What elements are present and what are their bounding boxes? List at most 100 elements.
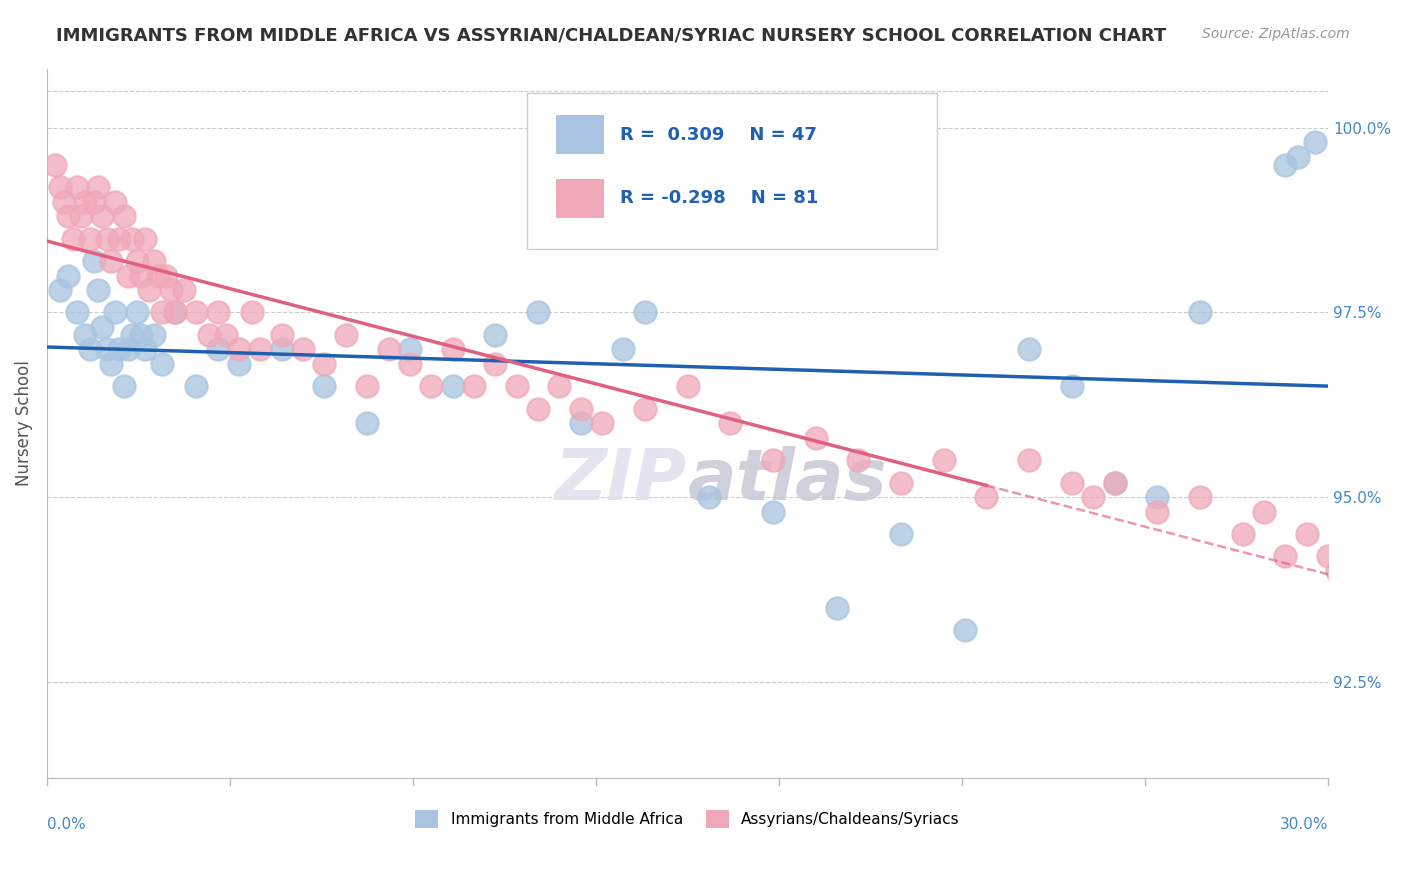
Point xyxy=(108,231,131,245)
Point xyxy=(125,253,148,268)
Point xyxy=(953,624,976,638)
Point xyxy=(762,453,785,467)
Point xyxy=(976,491,998,505)
Point xyxy=(198,327,221,342)
Point xyxy=(1274,158,1296,172)
Text: 30.0%: 30.0% xyxy=(1279,817,1329,832)
Point xyxy=(112,379,135,393)
Point xyxy=(1188,305,1211,319)
Point xyxy=(1060,379,1083,393)
Point xyxy=(104,305,127,319)
Point xyxy=(104,194,127,209)
FancyBboxPatch shape xyxy=(555,178,605,218)
Point xyxy=(762,505,785,519)
Point xyxy=(718,417,741,431)
Point xyxy=(70,210,93,224)
Point xyxy=(1104,475,1126,490)
Point xyxy=(100,253,122,268)
Point xyxy=(890,475,912,490)
Point xyxy=(138,283,160,297)
Point xyxy=(505,379,527,393)
Point xyxy=(399,357,422,371)
Point xyxy=(91,210,114,224)
Point xyxy=(240,305,263,319)
Point xyxy=(1018,343,1040,357)
Point xyxy=(207,305,229,319)
Point xyxy=(186,379,208,393)
Point xyxy=(634,401,657,416)
Point xyxy=(676,379,699,393)
Point xyxy=(463,379,485,393)
Point xyxy=(356,379,378,393)
Point xyxy=(1351,549,1374,564)
Point xyxy=(100,357,122,371)
Point xyxy=(1295,527,1317,541)
Point xyxy=(1360,601,1382,615)
Point xyxy=(1146,491,1168,505)
Point xyxy=(87,283,110,297)
Point xyxy=(527,305,550,319)
Point xyxy=(1104,475,1126,490)
Point xyxy=(697,491,720,505)
Point xyxy=(356,417,378,431)
Text: atlas: atlas xyxy=(688,446,887,515)
Point xyxy=(142,253,165,268)
Point xyxy=(129,268,152,283)
Point xyxy=(96,231,118,245)
Point xyxy=(612,343,634,357)
Point xyxy=(1188,491,1211,505)
Legend: Immigrants from Middle Africa, Assyrians/Chaldeans/Syriacs: Immigrants from Middle Africa, Assyrians… xyxy=(409,804,966,834)
Point xyxy=(1274,549,1296,564)
Point xyxy=(228,343,250,357)
Text: 0.0%: 0.0% xyxy=(46,817,86,832)
Point xyxy=(83,194,105,209)
Point xyxy=(441,379,464,393)
Point xyxy=(66,179,89,194)
Point xyxy=(890,527,912,541)
Point xyxy=(1326,564,1348,578)
Point xyxy=(163,305,186,319)
Point xyxy=(186,305,208,319)
Point xyxy=(134,343,156,357)
Point xyxy=(79,343,101,357)
Point xyxy=(399,343,422,357)
Point xyxy=(155,268,177,283)
Point xyxy=(142,327,165,342)
Point xyxy=(75,327,97,342)
Point xyxy=(484,327,506,342)
Point xyxy=(62,231,84,245)
Point xyxy=(1339,579,1361,593)
Point xyxy=(634,305,657,319)
Point xyxy=(52,194,75,209)
Point xyxy=(314,379,336,393)
Point xyxy=(1402,601,1406,615)
Point xyxy=(58,268,80,283)
Point xyxy=(569,401,592,416)
Point xyxy=(150,357,173,371)
Point xyxy=(270,343,292,357)
FancyBboxPatch shape xyxy=(555,115,605,153)
Point xyxy=(207,343,229,357)
Point xyxy=(163,305,186,319)
Point xyxy=(48,283,70,297)
Point xyxy=(1060,475,1083,490)
Point xyxy=(79,231,101,245)
Text: Source: ZipAtlas.com: Source: ZipAtlas.com xyxy=(1202,27,1350,41)
Point xyxy=(484,357,506,371)
Point xyxy=(159,283,181,297)
Point xyxy=(1381,564,1403,578)
Point xyxy=(58,210,80,224)
Point xyxy=(87,179,110,194)
Point xyxy=(1286,150,1309,164)
Text: IMMIGRANTS FROM MIDDLE AFRICA VS ASSYRIAN/CHALDEAN/SYRIAC NURSERY SCHOOL CORRELA: IMMIGRANTS FROM MIDDLE AFRICA VS ASSYRIA… xyxy=(56,27,1167,45)
Point xyxy=(1018,453,1040,467)
Point xyxy=(1083,491,1105,505)
Point xyxy=(173,283,195,297)
Point xyxy=(96,343,118,357)
Point xyxy=(129,327,152,342)
Point xyxy=(215,327,238,342)
Point xyxy=(146,268,169,283)
Point xyxy=(249,343,271,357)
Point xyxy=(83,253,105,268)
Point xyxy=(527,401,550,416)
